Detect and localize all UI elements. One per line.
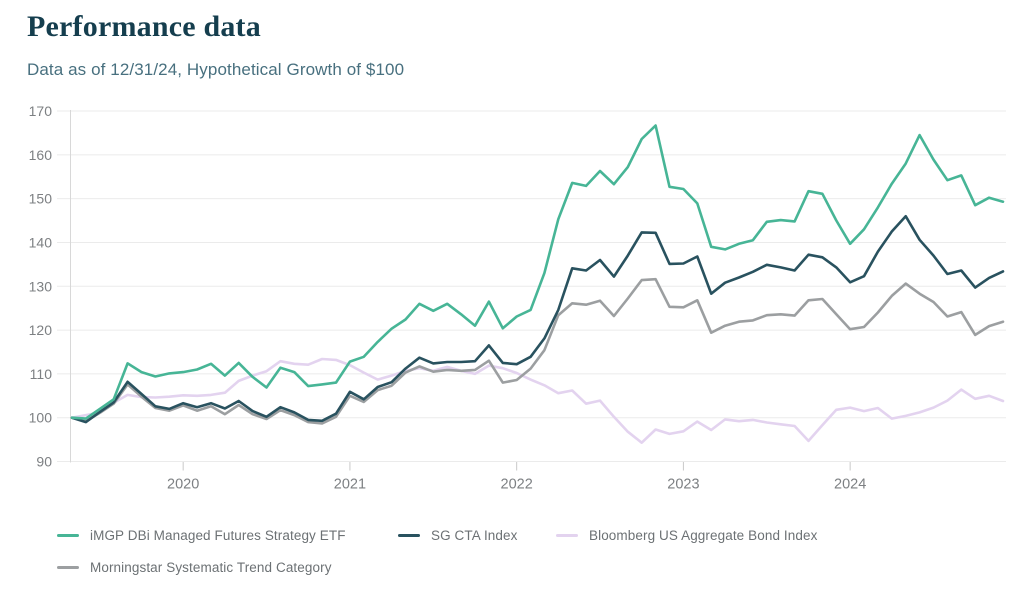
x-axis-label-2021: 2021 <box>334 477 366 493</box>
y-axis-label-160: 160 <box>29 147 53 163</box>
y-axis-label-140: 140 <box>29 234 53 250</box>
y-axis-label-150: 150 <box>29 191 53 207</box>
y-axis-label-110: 110 <box>30 366 53 382</box>
y-axis-label-90: 90 <box>36 454 52 470</box>
legend-swatch-green <box>57 533 79 537</box>
legend-swatch-gray <box>57 565 79 569</box>
page-title: Performance data <box>27 10 261 43</box>
series-line-3 <box>70 277 1005 425</box>
x-axis-label-2024: 2024 <box>834 477 866 493</box>
legend-label: Morningstar Systematic Trend Category <box>90 559 332 575</box>
x-axis-label-2020: 2020 <box>167 477 199 493</box>
performance-chart: 90 100 110 120 130 140 150 160 170 2020 2021 2022 20… <box>29 103 1006 493</box>
y-axis-label-170: 170 <box>29 103 53 119</box>
legend-label: iMGP DBi Managed Futures Strategy ETF <box>90 527 346 543</box>
y-axis-label-120: 120 <box>29 322 53 338</box>
y-axis-label-100: 100 <box>29 410 53 426</box>
legend-item-morningstar-systematic-trend: Morningstar Systematic Trend Category <box>57 558 332 576</box>
legend-item-imgp-dbi-etf: iMGP DBi Managed Futures Strategy ETF <box>57 526 346 544</box>
legend-swatch-navy <box>398 533 420 537</box>
series-line-1 <box>70 214 1005 424</box>
legend-label: Bloomberg US Aggregate Bond Index <box>589 527 818 543</box>
x-axis-label-2023: 2023 <box>667 477 699 493</box>
chart-legend: iMGP DBi Managed Futures Strategy ETF SG… <box>0 519 1028 589</box>
x-axis-label-2022: 2022 <box>501 477 533 493</box>
y-axis-label-130: 130 <box>29 278 53 294</box>
series-line-2 <box>70 357 1005 445</box>
legend-item-sg-cta-index: SG CTA Index <box>398 526 518 544</box>
legend-item-bloomberg-agg: Bloomberg US Aggregate Bond Index <box>556 526 817 544</box>
legend-swatch-lavender <box>556 533 578 537</box>
legend-label: SG CTA Index <box>431 527 518 543</box>
page-subtitle: Data as of 12/31/24, Hypothetical Growth… <box>27 60 405 79</box>
series-line-0 <box>70 124 1005 420</box>
